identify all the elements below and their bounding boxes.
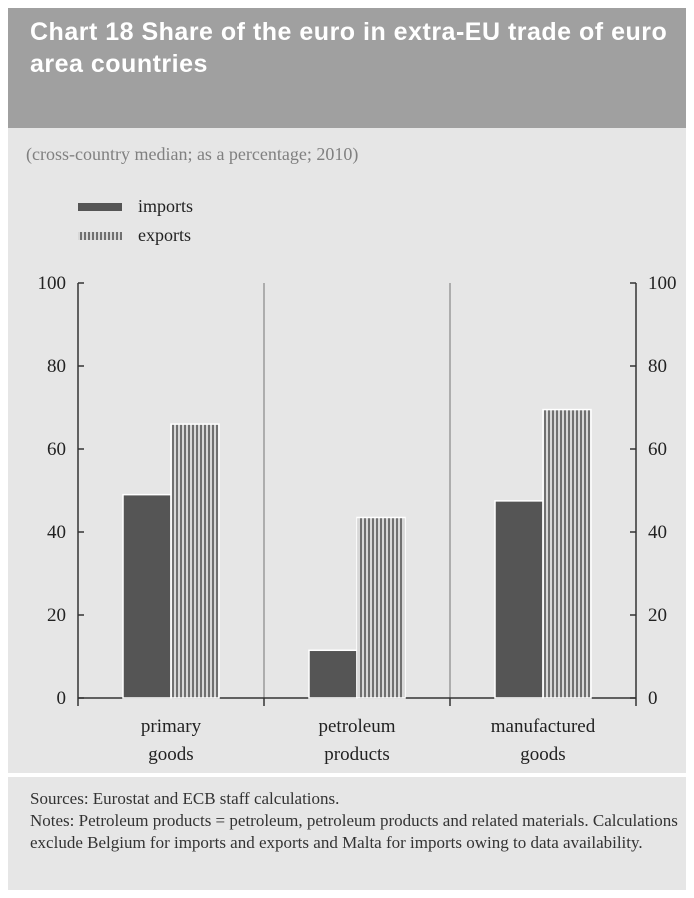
- footer-divider: [8, 773, 686, 777]
- y-tick-label-right: 0: [648, 688, 658, 709]
- x-category-label: goods: [148, 744, 193, 765]
- y-tick-label-right: 40: [648, 522, 667, 543]
- bar-chart: imports exports 0 0 20 20 40 40 60 60 80 80 100 100 p…: [38, 196, 677, 765]
- x-category-label: petroleum: [318, 716, 395, 737]
- legend-swatch-imports: [78, 203, 122, 211]
- x-category-label: goods: [520, 744, 565, 765]
- y-tick-label-right: 20: [648, 605, 667, 626]
- bar-exports-0: [170, 423, 220, 699]
- y-tick-label-left: 80: [47, 356, 66, 377]
- sources-text: Sources: Eurostat and ECB staff calculat…: [30, 789, 340, 808]
- bar-exports-2: [542, 408, 592, 699]
- grid: [263, 283, 451, 698]
- chart-subtitle: (cross-country median; as a percentage; …: [26, 144, 359, 164]
- y-tick-label-left: 60: [47, 439, 66, 460]
- tick-labels: 0 0 20 20 40 40 60 60 80 80 100 100 primary goods petr…: [38, 273, 677, 765]
- legend: imports exports: [78, 196, 193, 245]
- bars: [122, 408, 592, 699]
- y-tick-label-left: 20: [47, 605, 66, 626]
- y-tick-label-left: 0: [57, 688, 67, 709]
- y-tick-label-right: 100: [648, 273, 677, 294]
- y-tick-label-left: 100: [38, 273, 67, 294]
- notes-text: Notes: Petroleum products = petroleum, p…: [30, 811, 678, 852]
- bar-exports-1: [356, 516, 406, 699]
- y-tick-label-right: 60: [648, 439, 667, 460]
- bar-imports-2: [494, 500, 544, 699]
- legend-label-exports: exports: [138, 225, 191, 245]
- y-tick-label-left: 40: [47, 522, 66, 543]
- bar-imports-1: [308, 649, 358, 699]
- chart-header: Chart 18 Share of the euro in extra-EU t…: [8, 8, 686, 128]
- chart-title: Chart 18 Share of the euro in extra-EU t…: [30, 18, 668, 78]
- footer-notes: Sources: Eurostat and ECB staff calculat…: [30, 788, 680, 854]
- legend-swatch-exports: [78, 232, 122, 240]
- bar-imports-0: [122, 493, 172, 699]
- x-category-label: primary: [141, 716, 202, 737]
- chart-panel: Chart 18 Share of the euro in extra-EU t…: [8, 8, 686, 890]
- x-category-label: products: [324, 744, 389, 765]
- legend-label-imports: imports: [138, 196, 193, 216]
- y-tick-label-right: 80: [648, 356, 667, 377]
- x-category-label: manufactured: [491, 716, 596, 737]
